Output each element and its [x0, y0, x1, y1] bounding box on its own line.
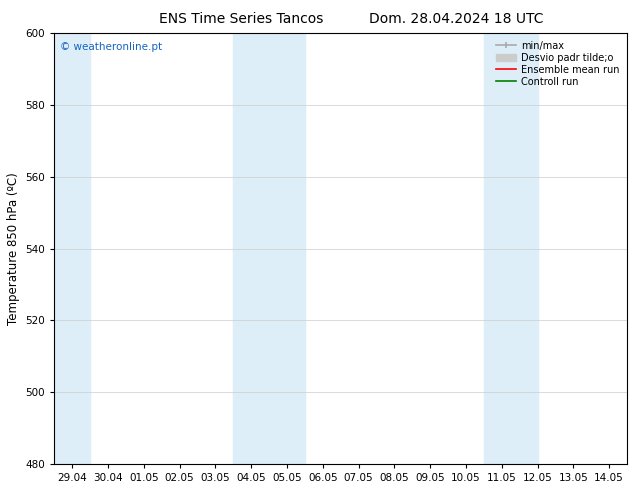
Legend: min/max, Desvio padr tilde;o, Ensemble mean run, Controll run: min/max, Desvio padr tilde;o, Ensemble m…	[493, 38, 622, 90]
Text: ENS Time Series Tancos: ENS Time Series Tancos	[158, 12, 323, 26]
Y-axis label: Temperature 850 hPa (ºC): Temperature 850 hPa (ºC)	[7, 172, 20, 325]
Bar	[55, 33, 90, 464]
Text: Dom. 28.04.2024 18 UTC: Dom. 28.04.2024 18 UTC	[369, 12, 544, 26]
Bar	[484, 33, 538, 464]
Text: © weatheronline.pt: © weatheronline.pt	[60, 42, 162, 51]
Bar	[233, 33, 305, 464]
